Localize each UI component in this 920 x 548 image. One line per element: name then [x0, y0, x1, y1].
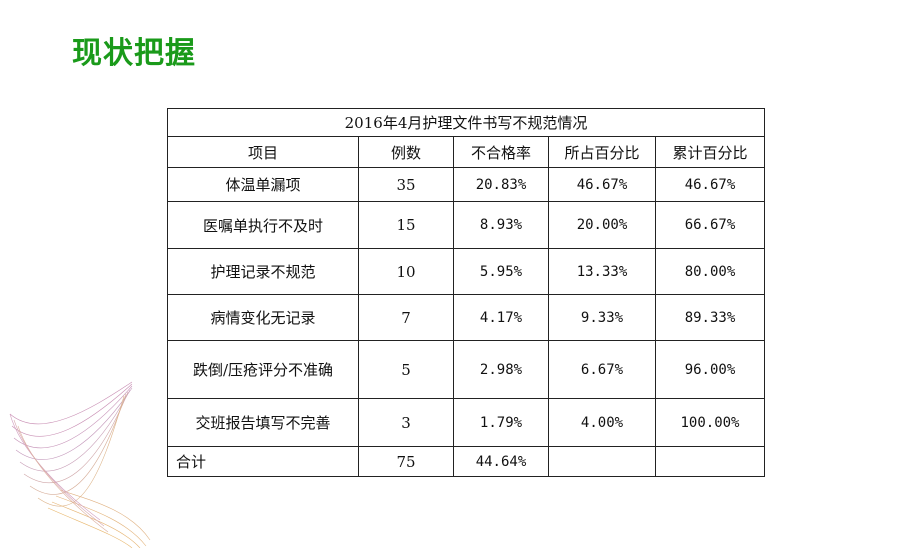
table-row: 护理记录不规范 10 5.95% 13.33% 80.00%	[167, 248, 765, 295]
percent-cell: 4.00%	[548, 398, 656, 447]
page-title: 现状把握	[72, 36, 196, 71]
count-cell: 15	[358, 201, 454, 249]
total-empty-cell	[655, 446, 765, 477]
count-cell: 3	[358, 398, 454, 447]
total-rate-cell: 44.64%	[453, 446, 549, 477]
table-row: 体温单漏项 35 20.83% 46.67% 46.67%	[167, 167, 765, 202]
count-cell: 10	[358, 248, 454, 295]
item-cell: 跌倒/压疮评分不准确	[167, 340, 359, 399]
table-row: 病情变化无记录 7 4.17% 9.33% 89.33%	[167, 294, 765, 341]
nursing-document-table: 2016年4月护理文件书写不规范情况 项目 例数 不合格率 所占百分比 累计百分…	[167, 108, 765, 477]
table-row: 跌倒/压疮评分不准确 5 2.98% 6.67% 96.00%	[167, 340, 765, 399]
table-total-row: 合计 75 44.64%	[167, 446, 765, 477]
rate-cell: 8.93%	[453, 201, 549, 249]
percent-cell: 13.33%	[548, 248, 656, 295]
header-cell: 不合格率	[453, 136, 549, 168]
cumulative-cell: 46.67%	[655, 167, 765, 202]
percent-cell: 6.67%	[548, 340, 656, 399]
total-empty-cell	[548, 446, 656, 477]
cumulative-cell: 100.00%	[655, 398, 765, 447]
header-cell: 累计百分比	[655, 136, 765, 168]
rate-cell: 20.83%	[453, 167, 549, 202]
percent-cell: 9.33%	[548, 294, 656, 341]
total-label-cell: 合计	[167, 446, 359, 477]
table-row: 医嘱单执行不及时 15 8.93% 20.00% 66.67%	[167, 201, 765, 249]
cumulative-cell: 80.00%	[655, 248, 765, 295]
rate-cell: 1.79%	[453, 398, 549, 447]
header-cell: 所占百分比	[548, 136, 656, 168]
item-cell: 交班报告填写不完善	[167, 398, 359, 447]
count-cell: 5	[358, 340, 454, 399]
rate-cell: 5.95%	[453, 248, 549, 295]
table-header-row: 项目 例数 不合格率 所占百分比 累计百分比	[167, 136, 765, 168]
total-count-cell: 75	[358, 446, 454, 477]
decorative-petal-graphic	[9, 381, 151, 548]
item-cell: 体温单漏项	[167, 167, 359, 202]
item-cell: 医嘱单执行不及时	[167, 201, 359, 249]
rate-cell: 4.17%	[453, 294, 549, 341]
count-cell: 7	[358, 294, 454, 341]
count-cell: 35	[358, 167, 454, 202]
header-cell: 例数	[358, 136, 454, 168]
cumulative-cell: 96.00%	[655, 340, 765, 399]
item-cell: 病情变化无记录	[167, 294, 359, 341]
table-row: 交班报告填写不完善 3 1.79% 4.00% 100.00%	[167, 398, 765, 447]
percent-cell: 20.00%	[548, 201, 656, 249]
rate-cell: 2.98%	[453, 340, 549, 399]
header-cell: 项目	[167, 136, 359, 168]
percent-cell: 46.67%	[548, 167, 656, 202]
item-cell: 护理记录不规范	[167, 248, 359, 295]
cumulative-cell: 89.33%	[655, 294, 765, 341]
cumulative-cell: 66.67%	[655, 201, 765, 249]
table-caption: 2016年4月护理文件书写不规范情况	[167, 108, 765, 137]
